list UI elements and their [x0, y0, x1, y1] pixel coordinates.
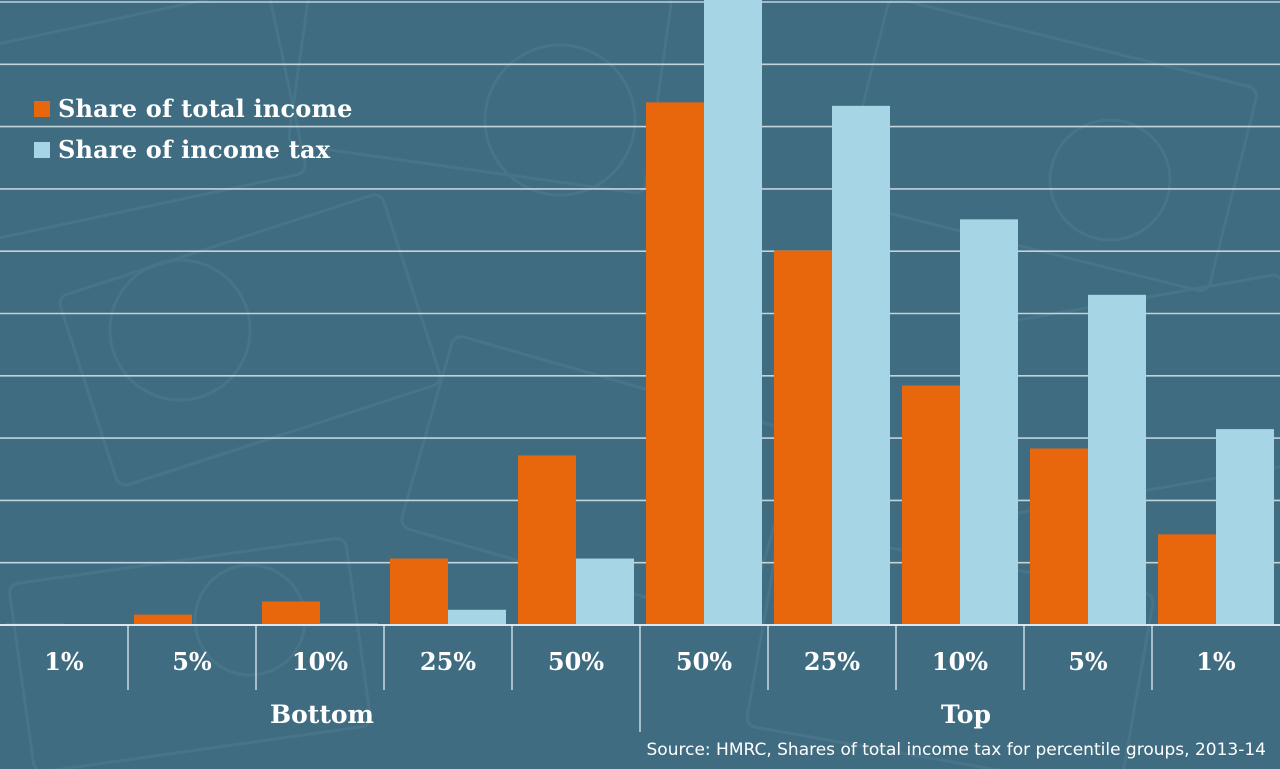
x-tick-label: 5% [172, 647, 212, 676]
x-tick-label: 1% [1196, 647, 1236, 676]
legend-item-income: Share of total income [34, 88, 353, 129]
bar-tax [832, 105, 890, 626]
x-tick-label: 50% [676, 647, 732, 676]
bar-income [518, 455, 576, 625]
bar-income [262, 601, 320, 625]
x-tick-label: 25% [420, 647, 476, 676]
bar-income [902, 385, 960, 625]
bar-income [774, 250, 832, 625]
x-tick-label: 10% [932, 647, 988, 676]
category-axis: 1% 5% 10% 25% 50% 50% 25% 10% 5% 1% [0, 624, 1280, 732]
bar-tax [1216, 429, 1274, 625]
group-label-bottom: Bottom [269, 700, 375, 729]
bar-tax [704, 0, 762, 625]
legend-swatch-tax [34, 141, 50, 158]
bars [6, 0, 1274, 626]
legend-label-income: Share of total income [58, 94, 353, 123]
bar-income [390, 558, 448, 625]
group-label-top: Top [941, 700, 991, 729]
bar-tax [1088, 294, 1146, 625]
gridlines [0, 1, 1280, 564]
bar-income [1158, 534, 1216, 625]
x-tick-label: 5% [1068, 647, 1108, 676]
legend-swatch-income [34, 100, 50, 117]
legend-label-tax: Share of income tax [58, 135, 331, 164]
bar-tax [576, 558, 634, 625]
x-tick-label: 1% [44, 647, 84, 676]
source-note: Source: HMRC, Shares of total income tax… [646, 740, 1266, 760]
bar-income [646, 102, 704, 626]
bar-tax [960, 219, 1018, 625]
bar-income [1030, 448, 1088, 625]
bar-income [134, 614, 192, 625]
bar-tax [448, 609, 506, 625]
legend-item-tax: Share of income tax [34, 129, 353, 170]
x-tick-label: 50% [548, 647, 604, 676]
x-tick-label: 10% [292, 647, 348, 676]
x-tick-label: 25% [804, 647, 860, 676]
legend: Share of total income Share of income ta… [34, 88, 353, 170]
